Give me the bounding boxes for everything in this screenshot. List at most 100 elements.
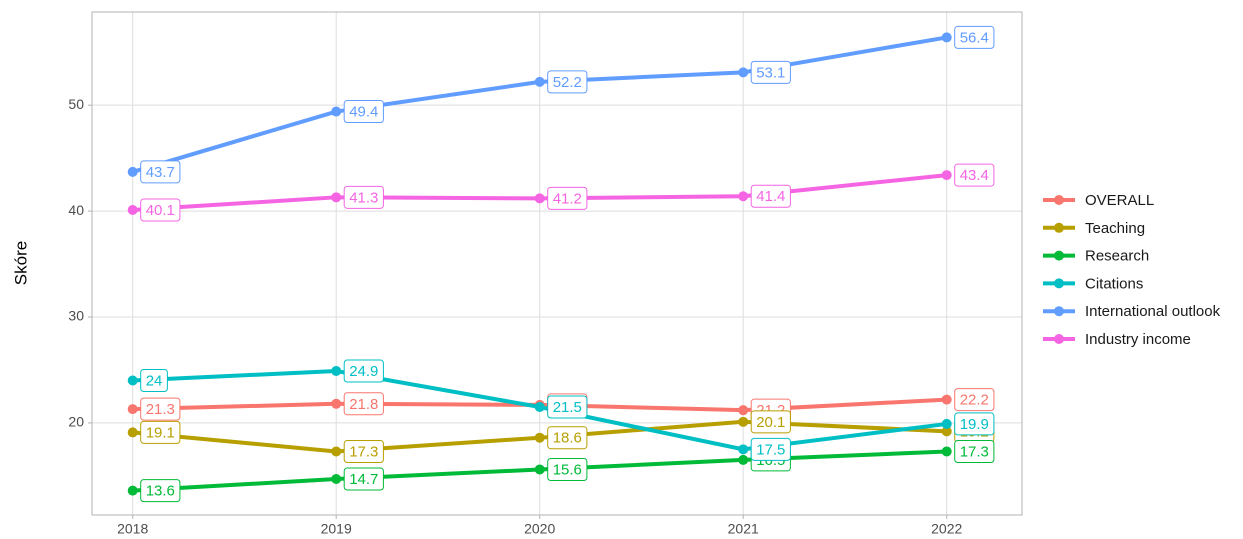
value-label-box [140,479,181,503]
value-label-text: 22.2 [960,392,989,409]
value-label-box [343,185,384,209]
value-label: 22.2 [954,388,995,412]
point [941,394,952,405]
value-label: 21.3 [140,397,181,421]
value-label-box [343,467,384,491]
value-label: 19.9 [954,412,995,436]
x-tick-label: 2020 [524,521,555,537]
value-label: 40.1 [140,198,181,222]
point [534,432,545,443]
value-label-box [140,160,181,184]
value-label-text: 43.7 [146,164,175,181]
value-label-text: 41.2 [553,190,582,207]
value-label: 52.2 [547,70,588,94]
point [127,427,138,438]
value-label: 17.3 [343,439,384,463]
legend-label: Teaching [1085,220,1145,237]
value-label-text: 49.4 [349,104,378,121]
legend-key-point [1054,222,1064,233]
value-label-box [343,439,384,463]
point [738,454,749,465]
value-label-text: 13.6 [146,483,175,500]
point [941,446,952,457]
value-label-text: 56.4 [960,29,989,46]
value-label: 24 [140,369,168,393]
point [941,418,952,429]
value-label-box [954,412,995,436]
legend-label: OVERALL [1085,192,1154,209]
value-label-text: 19.1 [146,424,175,441]
point [738,444,749,455]
legend-key-point [1054,195,1064,205]
point [331,398,342,409]
point [738,191,749,202]
legend-key-point [1054,334,1064,344]
value-label-box [750,184,791,208]
legend-label: International outlook [1085,303,1221,320]
value-label: 21.5 [547,395,588,419]
value-label: 24.9 [343,359,384,383]
point [941,32,952,43]
point [331,446,342,457]
value-label: 53.1 [750,60,791,84]
value-label: 18.6 [547,426,588,450]
x-tick-label: 2019 [321,521,352,537]
value-label: 41.2 [547,186,588,210]
value-label-text: 17.3 [349,443,378,460]
point [738,405,749,416]
legend-label: Industry income [1085,331,1191,348]
value-label-text: 24 [146,372,163,389]
legend-key-point [1054,250,1064,261]
value-label-text: 21.3 [146,401,175,418]
value-label-text: 21.8 [349,396,378,413]
value-label: 17.3 [954,439,995,463]
value-label-box [547,186,588,210]
point [127,205,138,216]
value-label-box [547,70,588,94]
value-label: 13.6 [140,479,181,503]
value-label-text: 40.1 [146,202,175,219]
x-tick-label: 2021 [728,521,759,537]
value-label: 21.8 [343,392,384,416]
value-label: 17.5 [750,437,791,461]
value-label-box [750,437,791,461]
value-label-text: 20.1 [756,414,785,431]
value-label-text: 52.2 [553,74,582,91]
value-label-box [140,369,168,393]
y-axis-title: Skóre [11,241,30,285]
y-tick-label: 50 [68,96,84,112]
point [738,416,749,427]
value-label-box [140,420,181,444]
value-label-box [343,100,384,124]
value-label-text: 18.6 [553,430,582,447]
point [534,464,545,475]
legend-label: Citations [1085,275,1143,292]
value-label-text: 17.3 [960,443,989,460]
point [331,473,342,484]
legend-label: Research [1085,248,1149,265]
value-label: 19.1 [140,420,181,444]
point [738,67,749,78]
point [941,170,952,181]
value-label-box [140,198,181,222]
value-label: 14.7 [343,467,384,491]
x-tick-label: 2022 [931,521,962,537]
value-label-box [954,163,995,187]
value-label-box [547,457,588,481]
value-label: 49.4 [343,100,384,124]
value-label: 41.3 [343,185,384,209]
point [127,404,138,415]
y-tick-label: 20 [68,414,84,430]
value-label-box [547,395,588,419]
value-label: 43.7 [140,160,181,184]
value-label-text: 24.9 [349,363,378,380]
value-label: 56.4 [954,25,995,49]
value-label-box [750,410,791,434]
value-label-box [954,388,995,412]
y-tick-label: 40 [68,202,84,218]
value-label-box [343,392,384,416]
value-label-text: 41.4 [756,188,785,205]
value-label-text: 14.7 [349,471,378,488]
point [941,426,952,437]
